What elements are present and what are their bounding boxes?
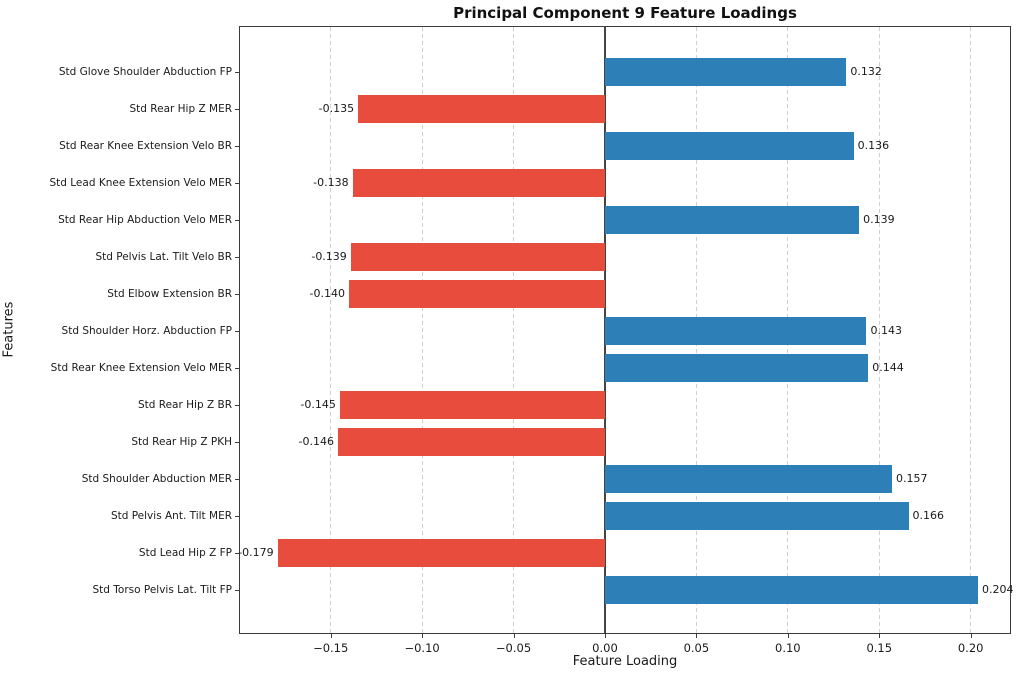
gridline bbox=[970, 27, 972, 633]
x-tick-label: −0.10 bbox=[404, 641, 440, 655]
y-tick-label: Std Elbow Extension BR bbox=[107, 288, 232, 300]
y-tick-mark bbox=[235, 183, 239, 184]
bar-value-label: 0.143 bbox=[870, 324, 902, 337]
bar-value-label: 0.136 bbox=[857, 139, 890, 152]
y-tick-mark bbox=[235, 109, 239, 110]
y-tick-mark bbox=[235, 146, 239, 147]
bar-value-label: 0.132 bbox=[850, 65, 882, 78]
bar bbox=[277, 539, 605, 567]
x-tick-mark bbox=[696, 634, 698, 638]
x-axis-label: Feature Loading bbox=[572, 654, 678, 669]
y-tick-label: Std Shoulder Abduction MER bbox=[81, 473, 232, 485]
y-tick-label: Std Pelvis Ant. Tilt MER bbox=[110, 510, 232, 522]
y-tick-label: Std Lead Hip Z FP bbox=[138, 547, 232, 559]
gridline bbox=[878, 27, 880, 633]
bar bbox=[604, 58, 847, 86]
bar bbox=[604, 206, 860, 234]
x-tick-mark bbox=[604, 634, 606, 638]
y-tick-label: Std Rear Hip Abduction Velo MER bbox=[58, 214, 232, 226]
y-tick-label: Std Torso Pelvis Lat. Tilt FP bbox=[92, 584, 233, 596]
bar bbox=[604, 502, 909, 530]
plot-area: 0.132 -0.135 0.136 -0.138 0.139 -0.139 -0.140 0… bbox=[238, 26, 1014, 634]
y-tick-label: Std Rear Hip Z BR bbox=[137, 399, 232, 411]
y-tick-mark bbox=[235, 331, 239, 332]
bar bbox=[348, 280, 605, 308]
bar bbox=[338, 428, 605, 456]
y-tick-mark bbox=[235, 516, 239, 517]
x-tick-label: −0.15 bbox=[313, 641, 349, 655]
y-tick-label: Std Glove Shoulder Abduction FP bbox=[58, 66, 232, 78]
bar-value-label: -0.135 bbox=[318, 102, 355, 115]
bar bbox=[339, 391, 605, 419]
bar bbox=[604, 132, 854, 160]
y-tick-label: Std Pelvis Lat. Tilt Velo BR bbox=[95, 251, 232, 263]
bar-value-label: 0.204 bbox=[982, 583, 1014, 596]
bar-value-label: 0.157 bbox=[896, 472, 928, 485]
y-tick-label: Std Shoulder Horz. Abduction FP bbox=[61, 325, 232, 337]
bar-value-label: -0.179 bbox=[238, 546, 274, 559]
bar bbox=[604, 465, 893, 493]
gridline bbox=[330, 27, 332, 633]
bar bbox=[358, 95, 605, 123]
y-tick-label: Std Lead Knee Extension Velo MER bbox=[49, 177, 232, 189]
x-tick-mark bbox=[970, 634, 972, 638]
y-tick-mark bbox=[235, 405, 239, 406]
x-tick-label: 0.15 bbox=[866, 641, 893, 655]
bar-value-label: -0.140 bbox=[309, 287, 345, 300]
x-tick-label: 0.00 bbox=[592, 641, 618, 655]
bar bbox=[350, 243, 605, 271]
y-tick-mark bbox=[235, 72, 239, 73]
x-tick-label: −0.05 bbox=[495, 641, 532, 655]
y-tick-mark bbox=[235, 590, 239, 591]
bar bbox=[604, 354, 869, 382]
bar-value-label: 0.166 bbox=[912, 509, 945, 522]
bar bbox=[604, 317, 867, 345]
y-tick-label: Std Rear Knee Extension Velo MER bbox=[50, 362, 232, 374]
y-tick-mark bbox=[235, 220, 239, 221]
gridline bbox=[513, 27, 515, 633]
y-tick-mark bbox=[235, 368, 239, 369]
bar-value-label: -0.139 bbox=[311, 250, 347, 263]
bar-value-label: 0.139 bbox=[863, 213, 895, 226]
gridline bbox=[421, 27, 423, 633]
x-tick-label: 0.20 bbox=[957, 641, 984, 655]
x-tick-mark bbox=[879, 634, 881, 638]
y-tick-mark bbox=[235, 257, 239, 258]
x-tick-label: 0.10 bbox=[775, 641, 801, 655]
chart-title: Principal Component 9 Feature Loadings bbox=[453, 4, 797, 22]
x-tick-label: 0.05 bbox=[683, 641, 710, 655]
x-tick-mark bbox=[422, 634, 424, 638]
y-tick-mark bbox=[235, 294, 239, 295]
bar bbox=[352, 169, 605, 197]
bar-value-label: 0.144 bbox=[872, 361, 904, 374]
bar-value-label: -0.138 bbox=[313, 176, 349, 189]
x-tick-mark bbox=[787, 634, 789, 638]
y-tick-mark bbox=[235, 479, 239, 480]
x-tick-mark bbox=[513, 634, 515, 638]
y-tick-mark bbox=[235, 553, 239, 554]
x-tick-mark bbox=[330, 634, 332, 638]
y-tick-label: Std Rear Knee Extension Velo BR bbox=[59, 140, 232, 152]
y-tick-label: Std Rear Hip Z MER bbox=[129, 103, 233, 115]
y-tick-label: Std Rear Hip Z PKH bbox=[131, 436, 232, 448]
y-tick-mark bbox=[235, 442, 239, 443]
bar bbox=[604, 576, 978, 604]
bar-value-label: -0.145 bbox=[300, 398, 336, 411]
bar-value-label: -0.146 bbox=[298, 435, 335, 448]
